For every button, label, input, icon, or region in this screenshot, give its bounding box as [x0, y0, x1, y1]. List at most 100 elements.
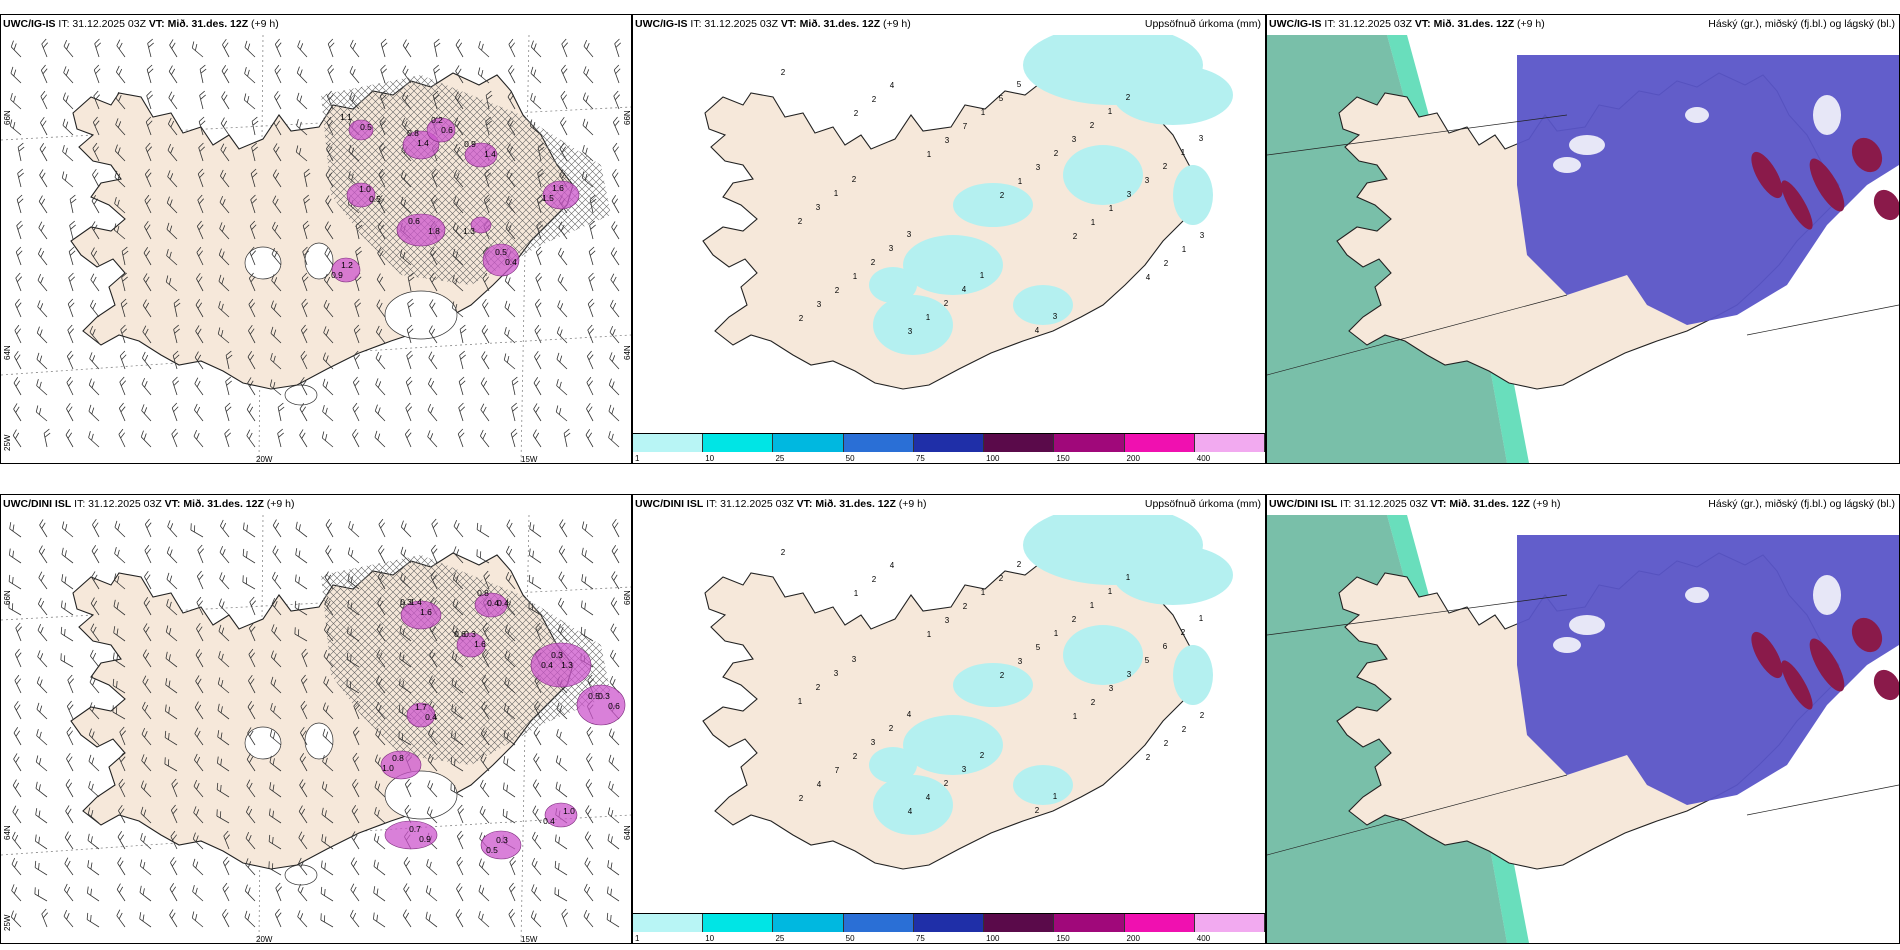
wind-barb — [66, 376, 74, 396]
snow-value-label: 0.4 — [543, 816, 555, 826]
wind-barb — [172, 376, 179, 396]
wind-barb — [457, 804, 464, 824]
wind-barb — [380, 38, 388, 58]
wind-barb — [118, 778, 126, 798]
wind-barb — [478, 884, 490, 902]
wind-barb — [170, 830, 178, 850]
wind-barb — [249, 246, 256, 266]
wind-barb — [112, 678, 126, 694]
precip-value-label: 3 — [1109, 684, 1114, 693]
wind-barb — [247, 351, 256, 370]
wind-barb — [216, 809, 230, 824]
wind-barb — [530, 93, 542, 110]
wind-barb — [350, 857, 360, 876]
precip-value-label: 1 — [927, 630, 932, 639]
wind-barb — [581, 171, 594, 188]
wind-barb — [60, 626, 74, 642]
wind-barb — [196, 246, 204, 266]
wind-barb — [510, 428, 518, 448]
wind-barb — [34, 860, 48, 876]
wind-barb — [479, 805, 490, 824]
wind-barb — [140, 806, 152, 824]
precip-value-label: 2 — [872, 575, 877, 584]
wind-barb — [219, 195, 230, 214]
wind-barb — [11, 884, 22, 902]
lead-time: (+9 h) — [1532, 498, 1561, 510]
wind-barb — [269, 729, 282, 746]
wind-barb — [245, 831, 256, 850]
wind-barb — [532, 831, 542, 850]
wind-barb — [144, 194, 152, 214]
snow-area — [402, 130, 440, 160]
wind-barb — [220, 143, 230, 162]
wind-barb — [294, 627, 308, 642]
wind-barb — [222, 882, 230, 902]
panel-dini-clouds: UWC/DINI ISL IT: 31.12.2025 03Z VT: Mið.… — [1266, 494, 1900, 944]
colorbar-segment — [984, 914, 1055, 932]
wind-barb — [299, 779, 308, 798]
wind-barb — [320, 913, 334, 928]
wind-barb — [120, 324, 127, 344]
model-name: UWC/IG-IS — [1269, 18, 1322, 30]
wind-barb — [17, 168, 24, 188]
model-name: UWC/DINI ISL — [635, 498, 704, 510]
wind-barb — [612, 168, 620, 188]
wind-barb — [222, 908, 230, 928]
wind-barb — [39, 519, 48, 538]
hatched-area — [321, 555, 611, 765]
wind-barb — [113, 626, 126, 642]
wind-barb — [246, 429, 256, 448]
wind-barb — [16, 194, 24, 214]
precip-area — [953, 663, 1033, 707]
wind-barb — [117, 831, 126, 850]
wind-barb — [400, 573, 412, 590]
wind-barb — [222, 856, 230, 876]
wind-barb — [274, 90, 282, 110]
wind-barb — [119, 726, 126, 746]
wind-barb — [326, 142, 334, 162]
wind-barb — [12, 779, 22, 798]
wind-barb — [251, 116, 259, 136]
wind-barb — [528, 601, 542, 616]
wind-barb — [116, 883, 126, 902]
wind-barb — [451, 704, 464, 720]
wind-barb — [352, 376, 360, 396]
colorbar-tick-label: 50 — [845, 934, 855, 943]
wind-barb — [455, 909, 464, 928]
cloud-gap — [1553, 157, 1581, 173]
wind-barb — [13, 753, 22, 772]
wind-barb — [87, 807, 100, 824]
wind-barb — [244, 40, 256, 58]
lat-label-25w: 25W — [3, 914, 12, 931]
wind-barb — [503, 703, 516, 720]
colorbar-segment — [913, 914, 985, 932]
wind-barb — [192, 832, 204, 850]
wind-barb — [327, 64, 334, 84]
wind-barb — [12, 429, 22, 448]
wind-barb — [607, 833, 620, 850]
wind-barb — [425, 885, 438, 902]
wind-barb — [90, 623, 100, 642]
snow-value-label: 0.3 — [400, 597, 412, 607]
wind-barb — [274, 908, 282, 928]
wind-barb — [13, 727, 22, 746]
wind-barb — [220, 519, 230, 538]
wind-barb — [67, 674, 74, 694]
wind-barb — [430, 544, 438, 564]
wind-barb — [195, 675, 204, 694]
precip-value-label: 1 — [1054, 629, 1059, 638]
wind-barb — [402, 909, 412, 928]
wind-barb — [272, 571, 282, 590]
wind-barb — [372, 912, 386, 928]
wind-barb — [534, 324, 542, 344]
wind-barb — [585, 805, 594, 824]
wind-barb — [196, 596, 204, 616]
precip-value-label: 2 — [1163, 162, 1168, 171]
snow-value-label: 0.3 — [464, 629, 476, 639]
wind-barb — [398, 731, 412, 746]
wind-barb — [584, 831, 594, 850]
wind-barb — [142, 675, 152, 694]
snow-value-label: 1.0 — [359, 184, 371, 194]
wind-barb — [377, 571, 386, 590]
wind-barb — [270, 650, 282, 668]
